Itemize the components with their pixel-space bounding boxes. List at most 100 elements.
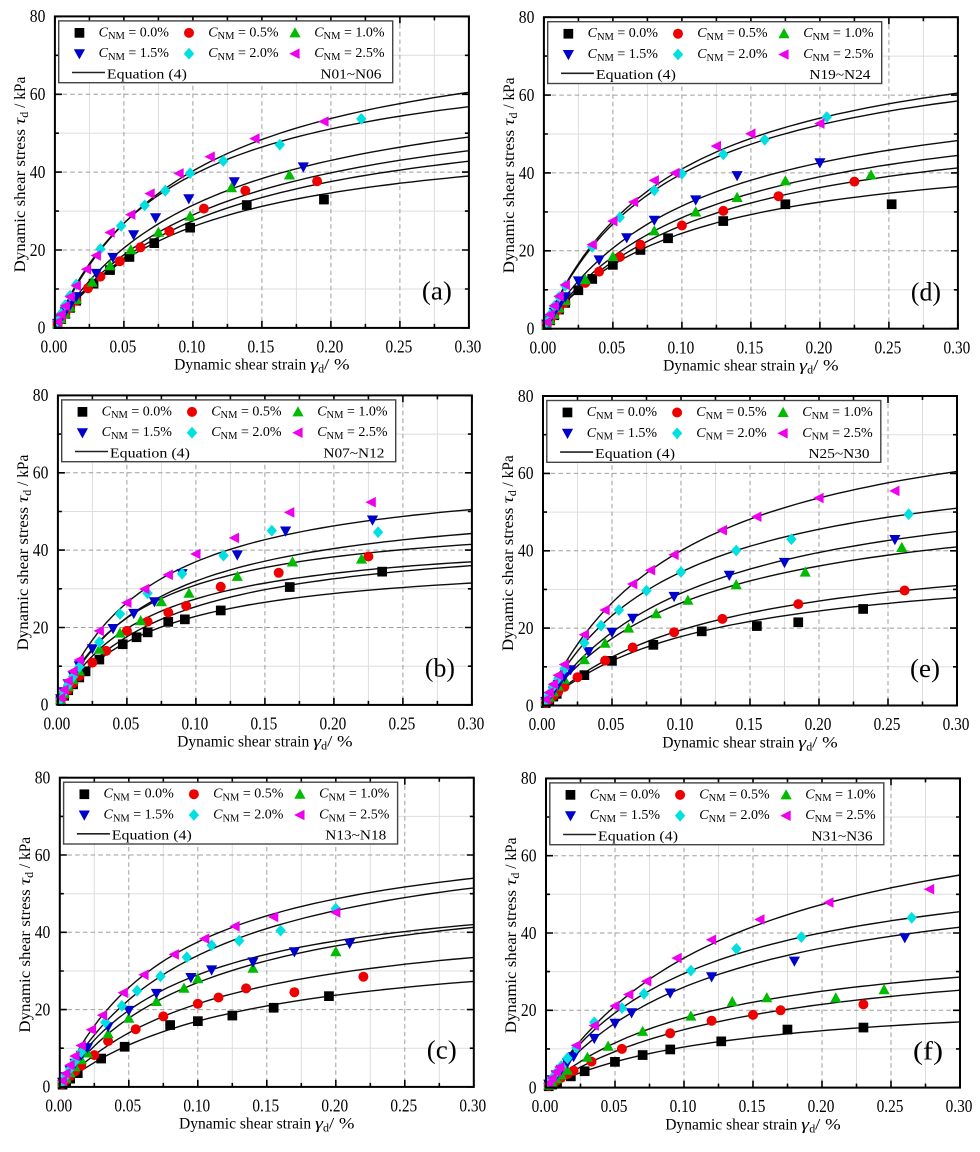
svg-text:0.25: 0.25 <box>389 714 416 734</box>
svg-text:20: 20 <box>521 1000 537 1020</box>
svg-text:0.20: 0.20 <box>321 1096 348 1116</box>
svg-text:/ %: / % <box>815 1116 841 1133</box>
svg-text:0.05: 0.05 <box>110 337 137 357</box>
svg-text:d: d <box>809 1121 815 1135</box>
svg-text:/ kPa: / kPa <box>501 77 518 112</box>
svg-text:0.10: 0.10 <box>179 337 206 357</box>
svg-text:τ: τ <box>17 876 34 885</box>
svg-text:CNM = 0.5%: CNM = 0.5% <box>213 787 284 804</box>
svg-text:0.10: 0.10 <box>670 1096 697 1116</box>
svg-text:(a): (a) <box>422 277 452 306</box>
svg-text:CNM = 1.0%: CNM = 1.0% <box>805 787 876 804</box>
svg-text:0.05: 0.05 <box>113 714 140 734</box>
svg-text:N19~N24: N19~N24 <box>809 68 870 83</box>
svg-text:/ kPa: / kPa <box>17 837 34 872</box>
svg-text:0.05: 0.05 <box>598 714 625 734</box>
svg-text:20: 20 <box>519 241 535 261</box>
svg-text:CNM = 2.5%: CNM = 2.5% <box>805 808 876 825</box>
svg-text:40: 40 <box>521 923 537 943</box>
svg-text:0.10: 0.10 <box>183 1096 210 1116</box>
svg-text:Dynamic shear stress: Dynamic shear stress <box>501 126 518 274</box>
svg-text:0.20: 0.20 <box>320 714 347 734</box>
svg-text:/ %: / % <box>812 734 838 751</box>
svg-text:d: d <box>22 872 36 878</box>
svg-text:/ %: / % <box>329 1116 355 1133</box>
svg-text:0.15: 0.15 <box>251 714 278 734</box>
svg-text:80: 80 <box>518 386 534 406</box>
svg-text:d: d <box>505 490 519 496</box>
svg-text:20: 20 <box>518 618 534 638</box>
svg-text:CNM = 0.5%: CNM = 0.5% <box>211 404 282 421</box>
svg-text:0: 0 <box>43 1077 51 1097</box>
svg-text:CNM = 0.0%: CNM = 0.0% <box>102 404 173 421</box>
svg-text:60: 60 <box>518 463 534 483</box>
svg-text:/ %: / % <box>813 358 839 375</box>
svg-text:Equation (4): Equation (4) <box>107 67 187 82</box>
svg-text:/ kPa: / kPa <box>15 455 32 490</box>
svg-text:0.20: 0.20 <box>805 714 832 734</box>
svg-text:/ %: / % <box>324 357 349 374</box>
svg-text:Equation (4): Equation (4) <box>596 68 676 83</box>
svg-text:Dynamic shear strain: Dynamic shear strain <box>665 1116 801 1133</box>
svg-text:60: 60 <box>33 463 49 483</box>
svg-text:80: 80 <box>30 6 46 26</box>
svg-text:γ: γ <box>798 734 807 751</box>
svg-text:40: 40 <box>518 541 534 561</box>
svg-text:60: 60 <box>521 846 537 866</box>
svg-text:/ kPa: / kPa <box>12 77 29 112</box>
svg-text:(f): (f) <box>913 1036 943 1065</box>
svg-text:0: 0 <box>41 695 49 715</box>
svg-text:CNM = 0.0%: CNM = 0.0% <box>590 787 661 804</box>
svg-text:Equation (4): Equation (4) <box>112 829 192 844</box>
svg-text:60: 60 <box>519 85 535 105</box>
svg-text:60: 60 <box>35 845 51 865</box>
svg-text:d: d <box>321 739 327 753</box>
svg-text:CNM = 1.5%: CNM = 1.5% <box>590 808 661 825</box>
svg-text:d: d <box>807 363 813 377</box>
svg-text:80: 80 <box>35 768 51 788</box>
svg-text:d: d <box>20 490 34 496</box>
svg-text:40: 40 <box>519 163 535 183</box>
svg-text:N25~N30: N25~N30 <box>809 447 870 462</box>
svg-text:N31~N36: N31~N36 <box>812 829 873 844</box>
svg-text:0.15: 0.15 <box>737 337 764 357</box>
svg-text:CNM = 2.5%: CNM = 2.5% <box>314 46 385 63</box>
svg-text:τ: τ <box>500 495 517 504</box>
svg-text:CNM = 0.5%: CNM = 0.5% <box>697 26 768 43</box>
svg-text:d: d <box>318 362 324 376</box>
svg-text:CNM = 2.5%: CNM = 2.5% <box>803 47 874 64</box>
svg-text:CNM = 1.0%: CNM = 1.0% <box>314 25 385 42</box>
svg-text:d: d <box>508 873 522 879</box>
svg-text:γ: γ <box>315 1116 324 1133</box>
svg-text:40: 40 <box>35 922 51 942</box>
svg-text:N07~N12: N07~N12 <box>323 446 384 461</box>
svg-text:CNM = 0.0%: CNM = 0.0% <box>587 405 658 422</box>
svg-text:60: 60 <box>30 84 46 104</box>
svg-text:0.25: 0.25 <box>386 337 413 357</box>
svg-text:0.15: 0.15 <box>739 1096 766 1116</box>
svg-text:0.05: 0.05 <box>114 1096 141 1116</box>
svg-text:0.30: 0.30 <box>455 337 482 357</box>
svg-text:0.25: 0.25 <box>875 337 902 357</box>
svg-text:Equation (4): Equation (4) <box>110 446 190 461</box>
svg-text:0.30: 0.30 <box>946 1096 973 1116</box>
svg-text:CNM = 0.5%: CNM = 0.5% <box>208 25 279 42</box>
svg-text:0.30: 0.30 <box>943 714 970 734</box>
svg-text:Dynamic shear stress: Dynamic shear stress <box>17 885 34 1033</box>
svg-text:20: 20 <box>30 240 46 260</box>
svg-text:CNM = 0.5%: CNM = 0.5% <box>699 787 770 804</box>
svg-text:Dynamic shear strain: Dynamic shear strain <box>179 1116 315 1133</box>
svg-text:d: d <box>806 739 812 753</box>
svg-text:Dynamic shear stress: Dynamic shear stress <box>503 886 520 1034</box>
svg-text:0.25: 0.25 <box>390 1096 417 1116</box>
svg-text:0.00: 0.00 <box>44 714 71 734</box>
svg-text:0: 0 <box>38 318 46 338</box>
svg-text:τ: τ <box>12 116 29 125</box>
svg-text:0.15: 0.15 <box>736 714 763 734</box>
svg-text:80: 80 <box>519 7 535 27</box>
svg-text:γ: γ <box>313 734 322 751</box>
svg-text:0.00: 0.00 <box>529 714 556 734</box>
svg-text:CNM = 1.5%: CNM = 1.5% <box>99 46 170 63</box>
svg-text:CNM = 1.5%: CNM = 1.5% <box>588 47 659 64</box>
svg-text:0.00: 0.00 <box>45 1096 72 1116</box>
